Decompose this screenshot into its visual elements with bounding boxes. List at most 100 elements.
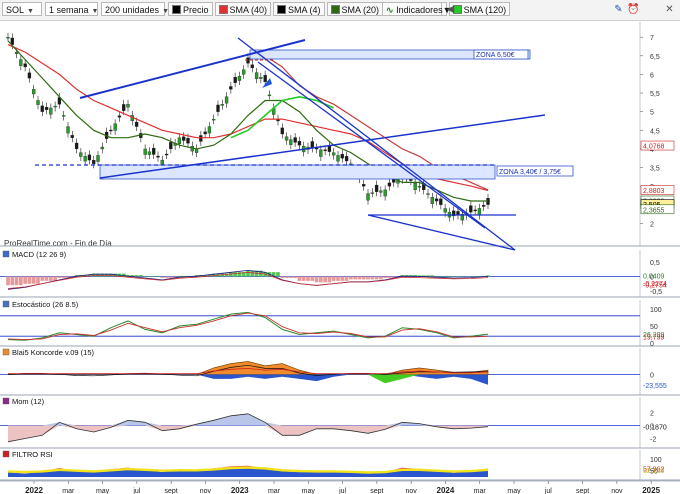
- pen-icon[interactable]: ✎: [614, 4, 623, 15]
- y-tick-label: 100: [650, 307, 662, 314]
- macd-bar: [349, 276, 353, 280]
- last-value-box: [640, 204, 675, 215]
- x-axis: 2022 mar may jul sept nov 2023 mar may jul sept nov…: [0, 480, 680, 494]
- candle-body: [74, 142, 79, 150]
- indicator-panels: MACD (12 26 9) 0,5 0 -0,5 0,0409-0,2274-0,27…: [0, 250, 667, 477]
- y-tick-label: 100: [650, 457, 662, 464]
- macd-bar: [331, 276, 336, 281]
- indicator-value-label: 57,962: [643, 466, 665, 473]
- macd-bar: [19, 276, 23, 286]
- macd-bar: [319, 276, 323, 283]
- candle-body: [27, 72, 32, 79]
- mom-negative-area: [8, 425, 488, 442]
- indicator-value-label: 52,158: [643, 468, 665, 475]
- candle-body: [336, 155, 340, 162]
- series-sma--20-: [7, 40, 488, 202]
- macd-bar: [14, 276, 19, 286]
- zona-top-label-box: [473, 49, 529, 60]
- macd-bar: [164, 276, 169, 278]
- legend-item-0[interactable]: Precio: [168, 2, 213, 16]
- close-icon[interactable]: ✕: [665, 4, 674, 15]
- macd-bar: [100, 273, 105, 277]
- macd-bar: [426, 275, 430, 277]
- macd-bar: [293, 276, 297, 278]
- koncorde-orange-area: [8, 361, 489, 375]
- legend-item-2[interactable]: SMA (4): [273, 2, 325, 16]
- trendline-wedge-bottom[interactable]: [367, 214, 516, 251]
- macd-bar: [404, 275, 409, 277]
- macd-bar: [40, 276, 45, 281]
- candle-body: [152, 147, 156, 155]
- macd-bar: [177, 275, 182, 277]
- legend-item-5[interactable]: SMA (120): [448, 2, 511, 16]
- units-selector[interactable]: 200 unidades ▼: [101, 2, 169, 16]
- macd-bar: [391, 276, 396, 278]
- watermark: ProRealTime.com - Fin de Día: [4, 239, 112, 248]
- trendline-down-2[interactable]: [257, 61, 486, 229]
- x-tick-label: 2023: [231, 486, 249, 494]
- macd-bar: [57, 276, 62, 278]
- candle-body: [280, 127, 284, 135]
- legend-item-3[interactable]: SMA (20): [326, 2, 384, 16]
- indicator-value-label: 19,799: [643, 334, 665, 341]
- macd-bar: [357, 276, 362, 280]
- macd-signal: [7, 271, 489, 289]
- y-tick-label: 4,5: [650, 128, 660, 135]
- indicator-value-label: -0,2274: [643, 281, 667, 288]
- symbol-selector[interactable]: SOL ▼: [2, 2, 42, 16]
- candle-body: [473, 209, 477, 212]
- indicators-button[interactable]: ∿ Indicadores▼: [382, 2, 452, 16]
- candle-body: [134, 121, 139, 127]
- candle-body: [79, 152, 83, 157]
- rsi-filtered-line: [7, 466, 489, 474]
- trendline-lower-channel[interactable]: [99, 114, 546, 179]
- trendline-upper-channel[interactable]: [79, 39, 306, 99]
- macd-bar: [430, 275, 435, 277]
- candle-body: [284, 136, 289, 141]
- last-value-label: 2,3655: [643, 207, 665, 214]
- legend-item-1[interactable]: SMA (40): [214, 2, 272, 16]
- x-tick-label: 2022: [25, 486, 43, 494]
- macd-bar: [327, 276, 332, 283]
- chart-area[interactable]: ProRealTime.com - Fin de Día 7 6,5 6 5,5 5 4,…: [0, 20, 680, 494]
- legend-swatch: [218, 5, 228, 14]
- y-tick-label: 5,5: [650, 91, 660, 98]
- candle-body: [289, 139, 293, 145]
- macd-bar: [36, 276, 40, 284]
- koncorde-avg-line: [8, 367, 489, 374]
- x-tick-label: nov: [200, 488, 212, 494]
- macd-bar: [31, 276, 36, 284]
- koncorde-green-area: [8, 374, 488, 384]
- candle-body: [49, 107, 53, 115]
- candle-body: [117, 115, 122, 118]
- candle-body: [44, 106, 49, 110]
- candle-body: [203, 131, 207, 135]
- x-tick-label: may: [507, 488, 521, 494]
- indicators-icon: ∿: [386, 5, 394, 15]
- x-tick-label: sept: [370, 488, 383, 494]
- macd-bar: [456, 276, 460, 277]
- legend-swatch: [452, 5, 462, 14]
- candle-body: [250, 64, 254, 69]
- chevron-left-icon[interactable]: ◀: [446, 4, 455, 15]
- candle-body: [122, 104, 126, 111]
- macd-bar: [109, 273, 113, 277]
- candle-body: [19, 59, 23, 66]
- macd-bar: [340, 276, 345, 281]
- candle-body: [109, 129, 113, 132]
- x-tick-label: nov: [611, 488, 623, 494]
- period-selector[interactable]: 1 semana ▼: [45, 2, 98, 16]
- candle-body: [92, 160, 96, 164]
- candle-body: [413, 183, 417, 190]
- candle-body: [53, 105, 57, 108]
- indicator-swatch: [2, 450, 10, 458]
- trendline-down-1[interactable]: [237, 37, 516, 251]
- candle-body: [332, 152, 336, 156]
- macd-bar: [91, 273, 96, 277]
- candle-body: [383, 189, 387, 197]
- indicator-swatch: [2, 250, 10, 258]
- alarm-icon[interactable]: ⏰: [627, 4, 640, 15]
- y-tick-label: 50: [650, 324, 658, 331]
